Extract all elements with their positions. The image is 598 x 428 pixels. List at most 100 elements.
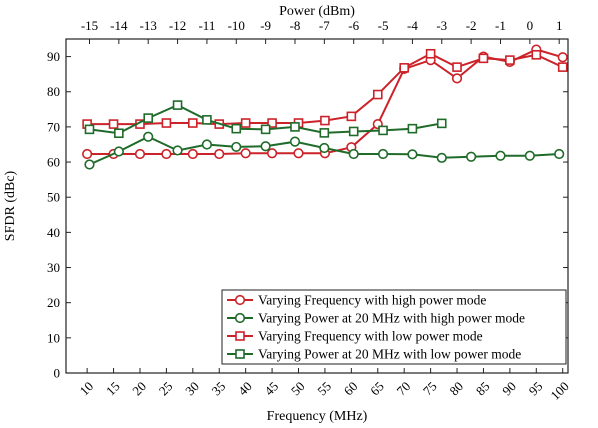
x2-tick-label: -10 [228,18,245,33]
series-3-point [425,48,436,59]
y-tick-label: 40 [47,225,60,240]
series-2 [84,131,565,170]
series-2-point [554,148,565,160]
x2-axis-ticks: -15 -14 -13 -12 -11 -10 -9 -8 -7 -6 -5 -4 -3 -2 -1 0 1 [81,18,563,44]
x-tick-label: 65 [367,379,387,399]
x2-tick-label: -2 [466,18,477,33]
series-4-point [378,125,388,136]
series-3-point [267,118,277,128]
x2-tick-label: -6 [348,18,359,33]
series-layer [82,44,568,170]
series-4-point [114,128,124,139]
y-tick-label: 50 [47,190,60,205]
series-1-point [134,148,146,160]
legend-label: Varying Frequency with low power mode [258,329,483,344]
series-3-point [505,55,515,65]
series-2-point [289,136,301,147]
series-1-point [266,148,278,159]
x-tick-label: 70 [394,379,414,399]
series-3-point [240,118,251,128]
series-2-point [407,149,418,160]
series-3-point [188,118,198,128]
series-2-point [348,148,359,160]
series-2-point [466,151,477,162]
series-2-point [231,141,242,153]
y-tick-label: 20 [47,295,60,310]
y-axis-ticks: 0 10 20 30 40 50 60 70 80 90 [47,49,568,381]
series-2-point [495,150,506,161]
x-axis-title: Frequency (MHz) [267,409,368,424]
x-tick-label: 20 [129,379,149,399]
x2-tick-label: -9 [260,18,271,33]
x-tick-label: 80 [446,379,466,399]
x-tick-label: 10 [76,379,96,399]
series-2-point [319,142,330,154]
x2-tick-label: -15 [81,18,98,33]
series-3-point [161,118,172,128]
series-3-point [346,111,357,122]
x2-tick-label: -8 [290,18,301,33]
series-3-point [452,62,462,72]
series-4-point [290,122,300,132]
x2-axis-title: Power (dBm) [279,4,355,19]
series-2-point [113,146,124,157]
series-4-point [84,124,95,135]
x-tick-label: 45 [261,379,281,399]
legend-marker [234,294,246,306]
series-1-point [293,148,304,159]
x-tick-label: 15 [103,379,123,399]
series-4-point [231,123,242,134]
legend-marker [235,331,245,341]
series-2-point [84,159,95,170]
series-1-point [240,148,251,159]
series-2-point [524,150,535,161]
y-tick-label: 60 [47,155,60,170]
series-3-point [478,53,489,64]
series-4-point [172,100,183,110]
y-tick-label: 80 [47,84,60,99]
series-4-point [436,118,447,129]
y-tick-label: 10 [47,330,60,345]
series-1-point [161,148,172,160]
series-2-point [143,131,154,142]
legend-label: Varying Power at 20 MHz with high power … [258,311,525,326]
series-2-point [377,148,389,160]
x-tick-label: 75 [420,379,440,399]
y-tick-label: 90 [47,49,60,64]
series-4 [84,100,447,139]
x-tick-label: 60 [341,379,361,399]
series-4-point [202,115,212,125]
series-2-point [260,141,271,152]
x-tick-label: 30 [182,379,202,399]
x2-tick-label: 1 [556,18,563,33]
x2-tick-label: -12 [169,18,186,33]
y-tick-label: 0 [54,366,61,381]
x2-tick-label: -7 [319,18,330,33]
series-4-point [319,128,330,138]
series-1-point [82,148,93,160]
legend-label: Varying Frequency with high power mode [258,293,486,308]
x2-tick-label: -14 [110,18,128,33]
x-axis-ticks: 10 15 20 25 30 35 40 45 50 55 60 65 70 75 80 85 90 95 100 [76,368,572,403]
series-3-point [320,115,330,126]
legend-box [221,289,567,365]
y-tick-label: 30 [47,260,60,275]
legend-marker [234,312,246,324]
series-3-point [372,89,383,100]
x-tick-label: 95 [526,379,546,399]
series-1-point [557,52,568,63]
series-3-point [108,119,119,129]
series-2-point [201,139,213,150]
series-1-point [451,73,463,84]
series-4-point [407,123,418,134]
x-tick-label: 55 [314,379,334,399]
x2-tick-label: -3 [436,18,447,33]
series-4-point [143,113,153,123]
legend-marker [235,349,245,359]
series-1-point [187,148,198,160]
y-axis-title: SFDR (dBc) [3,170,18,241]
x2-tick-label: 0 [527,18,534,33]
x-tick-label: 85 [473,379,493,399]
x2-tick-label: -1 [495,18,506,33]
